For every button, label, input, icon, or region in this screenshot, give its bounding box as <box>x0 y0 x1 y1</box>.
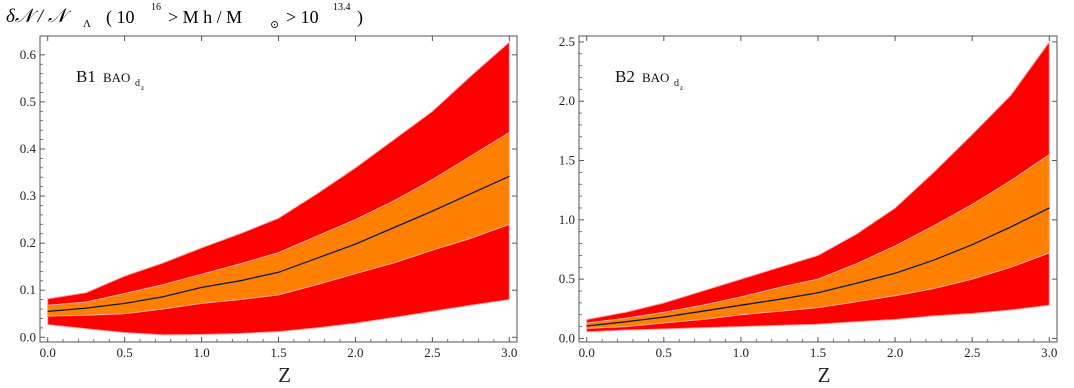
p1-central-line <box>47 175 510 313</box>
p1-x-tick-label: 3.0 <box>501 345 517 360</box>
p1-x-tick-label: 2.5 <box>424 345 440 360</box>
p2-y-tick-label: 0.0 <box>559 330 575 345</box>
title-quantity: δ𝒩 / 𝒩 <box>6 6 67 27</box>
p1-y-tick-label: 0.4 <box>20 141 37 156</box>
p1-x-tick-label: 1.0 <box>193 345 209 360</box>
p1-x-tick-label: 0.5 <box>117 345 133 360</box>
p2-x-tick-label: 2.5 <box>964 345 980 360</box>
p1-y-tick-label: 0.0 <box>20 329 36 344</box>
p1-panel-tag-subscript: d <box>135 78 140 89</box>
p1-inner-band <box>47 131 510 317</box>
title-condition-mid: > M h / M <box>168 7 243 27</box>
figure-title: δ𝒩 / 𝒩 Λ ( 10 16 > M h / M ⊙ > 10 13.4 ) <box>6 2 706 32</box>
p1-panel-tag-subsubscript: z <box>141 84 144 92</box>
p2-y-tick-label: 2.0 <box>559 93 575 108</box>
p2-x-tick-label: 0.5 <box>656 345 672 360</box>
p2-y-tick-label: 2.5 <box>559 34 575 49</box>
p2-y-tick-label: 1.0 <box>559 212 575 227</box>
p2-inner-band <box>586 153 1050 329</box>
title-condition-suffix: > 10 <box>286 7 319 27</box>
p2-x-axis-label: Z <box>818 363 831 387</box>
p1-x-axis-label: Z <box>278 363 291 387</box>
p2-x-tick-label: 0.0 <box>579 345 595 360</box>
title-mass-subscript: ⊙ <box>270 19 280 31</box>
title-lower-exponent: 13.4 <box>333 2 351 13</box>
p2-central-line <box>586 207 1050 327</box>
p1-x-tick-label: 2.0 <box>347 345 363 360</box>
title-quantity-subscript: Λ <box>83 18 91 30</box>
p1-y-tick-label: 0.5 <box>20 94 36 109</box>
p2-x-tick-label: 2.0 <box>887 345 903 360</box>
p1-y-tick-label: 0.2 <box>20 235 36 250</box>
p1-y-tick-label: 0.3 <box>20 188 36 203</box>
title-upper-exponent: 16 <box>151 2 161 13</box>
p1-panel-label: B1 <box>76 67 96 86</box>
p2-x-tick-label: 3.0 <box>1041 345 1057 360</box>
p1-x-tick-label: 0.0 <box>40 345 56 360</box>
p1-panel-tag: BAO <box>103 70 130 85</box>
p2-y-tick-label: 1.5 <box>559 153 575 168</box>
p2-x-tick-label: 1.5 <box>810 345 826 360</box>
p2-panel-tag-subsubscript: z <box>680 84 683 92</box>
p2-panel-tag: BAO <box>642 70 669 85</box>
p2-panel-label: B2 <box>615 67 635 86</box>
title-condition-prefix: ( 10 <box>106 7 135 27</box>
p1-y-tick-label: 0.6 <box>20 47 37 62</box>
p2-y-tick-label: 0.5 <box>559 271 575 286</box>
p2-x-tick-label: 1.0 <box>733 345 749 360</box>
title-condition-close: ) <box>357 7 363 27</box>
p1-x-tick-label: 1.5 <box>270 345 286 360</box>
p2-panel-tag-subscript: d <box>674 78 679 89</box>
p1-y-tick-label: 0.1 <box>20 282 36 297</box>
